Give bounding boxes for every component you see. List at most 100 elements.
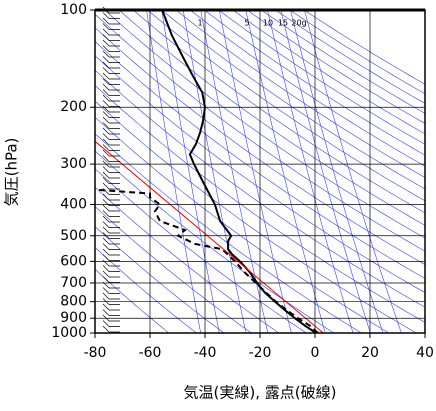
wind-barb bbox=[102, 78, 120, 85]
reference-line bbox=[95, 246, 197, 333]
reference-line bbox=[289, 10, 425, 95]
wind-barb bbox=[102, 72, 120, 80]
reference-line bbox=[161, 10, 425, 190]
wind-barb bbox=[102, 34, 120, 41]
reference-line bbox=[182, 10, 247, 333]
x-tick-label: 20 bbox=[361, 345, 379, 361]
mixing-ratio-label: 1 bbox=[197, 19, 202, 28]
y-axis-title: 気圧(hPa) bbox=[3, 138, 21, 207]
wind-barb bbox=[102, 144, 120, 151]
reference-line bbox=[95, 13, 425, 252]
profile-line bbox=[161, 10, 317, 333]
reference-line bbox=[132, 10, 425, 214]
reference-line bbox=[267, 10, 354, 333]
y-tick-label: 700 bbox=[60, 275, 87, 291]
wind-barb bbox=[102, 188, 120, 195]
wind-barb bbox=[102, 259, 120, 267]
wind-barb bbox=[102, 320, 120, 327]
reference-line bbox=[303, 10, 425, 85]
wind-barb bbox=[102, 226, 120, 234]
x-axis-title: 気温(実線), 露点(破線) bbox=[184, 384, 337, 402]
x-tick-label: 0 bbox=[311, 345, 320, 361]
reference-line bbox=[95, 268, 170, 333]
reference-line bbox=[95, 27, 425, 265]
wind-barb bbox=[102, 210, 120, 217]
wind-barb bbox=[102, 166, 120, 173]
reference-line bbox=[260, 10, 425, 114]
reference-line bbox=[95, 100, 417, 333]
reference-line bbox=[275, 10, 425, 104]
reference-line bbox=[290, 10, 384, 333]
x-tick-label: -60 bbox=[139, 345, 162, 361]
y-tick-label: 400 bbox=[60, 196, 87, 212]
y-tick-label: 100 bbox=[60, 2, 87, 18]
reference-line bbox=[95, 186, 280, 333]
wind-barb bbox=[102, 276, 120, 283]
reference-line bbox=[161, 10, 220, 333]
mixing-ratio-label: 10 bbox=[263, 19, 273, 28]
wind-barb bbox=[102, 254, 120, 261]
reference-line bbox=[95, 168, 307, 333]
reference-line bbox=[95, 69, 425, 308]
wind-barb bbox=[102, 56, 120, 63]
wind-barb bbox=[102, 204, 120, 212]
wind-barb bbox=[102, 23, 120, 30]
x-tick-label: -80 bbox=[84, 345, 107, 361]
wind-barb bbox=[102, 248, 120, 256]
wind-barb bbox=[102, 133, 120, 140]
y-tick-label: 600 bbox=[60, 253, 87, 269]
wind-barb bbox=[102, 39, 120, 47]
reference-line bbox=[95, 133, 362, 333]
wind-barb bbox=[102, 116, 120, 124]
reference-line bbox=[218, 10, 292, 333]
wind-barb bbox=[102, 100, 120, 107]
reference-line bbox=[95, 41, 425, 279]
wind-barb bbox=[102, 17, 120, 25]
wind-barb bbox=[102, 138, 120, 146]
wind-barb bbox=[102, 12, 120, 19]
y-tick-label: 900 bbox=[60, 310, 87, 326]
reference-line bbox=[203, 10, 425, 156]
reference-line bbox=[95, 206, 252, 333]
wind-barb bbox=[102, 237, 120, 245]
reference-line bbox=[175, 10, 425, 178]
y-tick-label: 1000 bbox=[51, 325, 87, 341]
x-tick-label: -20 bbox=[249, 345, 272, 361]
wind-barb bbox=[102, 111, 120, 118]
reference-line bbox=[95, 226, 225, 333]
wind-barb bbox=[102, 171, 120, 179]
x-tick-label: -40 bbox=[194, 345, 217, 361]
wind-barb bbox=[102, 287, 120, 294]
profile-line bbox=[95, 140, 324, 333]
wind-barb bbox=[102, 182, 120, 190]
wind-barb bbox=[102, 89, 120, 96]
wind-barb bbox=[102, 265, 120, 272]
reference-line bbox=[246, 10, 425, 124]
wind-barb bbox=[102, 325, 120, 333]
mixing-ratio-label: 15 bbox=[278, 19, 288, 28]
reference-line bbox=[104, 10, 425, 239]
x-tick-label: 40 bbox=[416, 345, 434, 361]
wind-barb bbox=[102, 67, 120, 74]
reference-line bbox=[118, 10, 425, 226]
wind-barb bbox=[102, 177, 120, 184]
reference-line bbox=[95, 116, 390, 333]
mixing-ratio-label: 5 bbox=[244, 19, 249, 28]
wind-barb bbox=[102, 270, 120, 278]
reference-line bbox=[200, 10, 269, 333]
wind-barb bbox=[102, 61, 120, 69]
reference-line bbox=[146, 10, 201, 333]
y-tick-label: 300 bbox=[60, 156, 87, 172]
wind-barb bbox=[102, 292, 120, 300]
mixing-ratio-label: 20g bbox=[291, 19, 306, 28]
reference-line bbox=[95, 150, 335, 333]
reference-line bbox=[232, 10, 425, 135]
reference-line bbox=[95, 55, 425, 293]
wind-barb bbox=[102, 303, 120, 311]
reference-line bbox=[218, 10, 425, 145]
wind-barb bbox=[102, 83, 120, 91]
wind-barb bbox=[102, 243, 120, 250]
reference-line bbox=[245, 10, 326, 333]
wind-barb bbox=[102, 193, 120, 201]
